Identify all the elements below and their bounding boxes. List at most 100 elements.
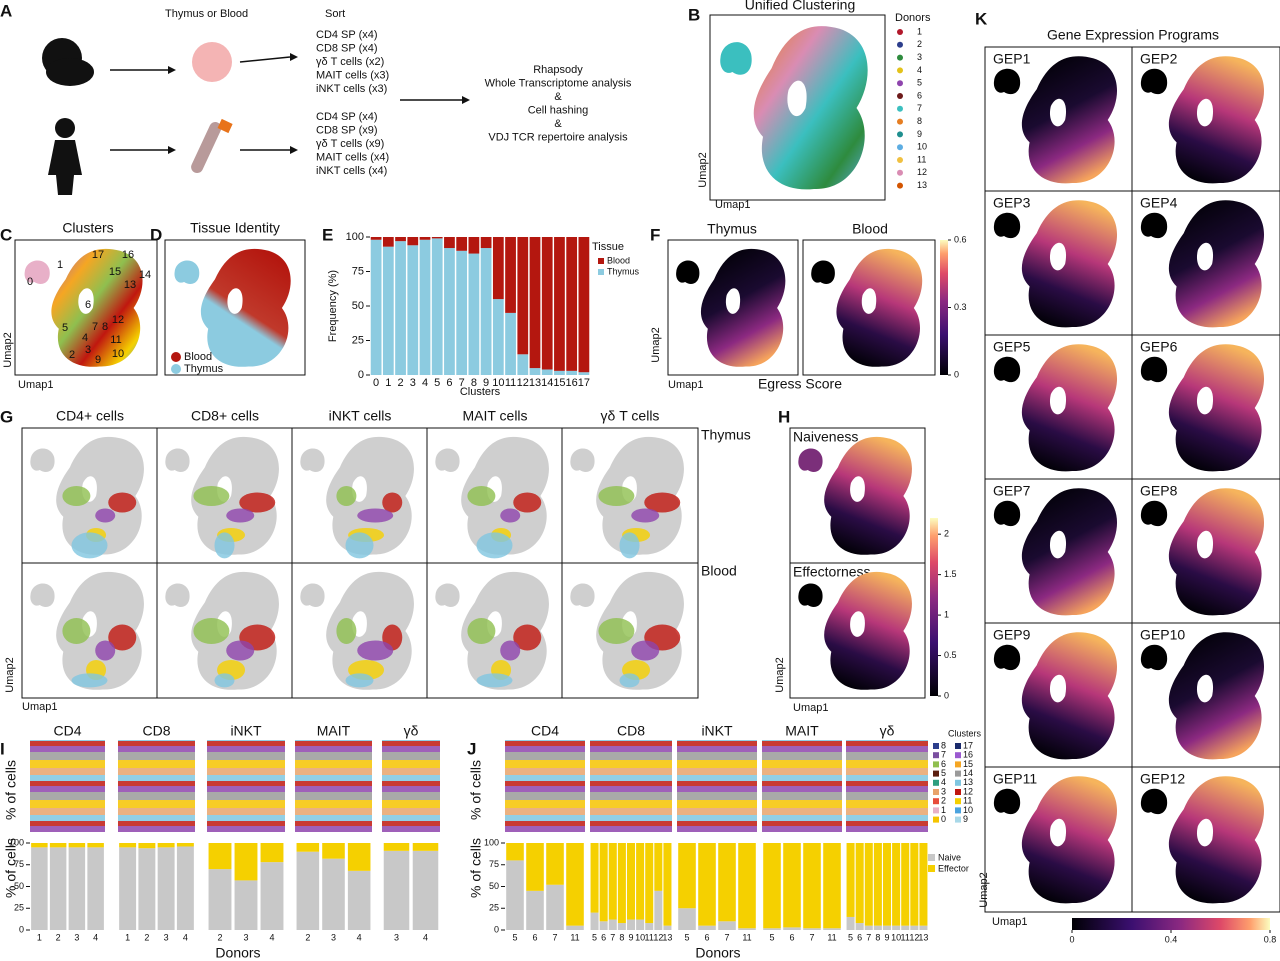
bar-segment	[157, 843, 175, 848]
label: γδ T cells (x9)	[316, 138, 384, 150]
label: 16	[963, 750, 973, 760]
umap-island	[570, 448, 595, 472]
bar-segment	[910, 843, 919, 926]
cell-cluster	[62, 486, 91, 506]
bar-segment	[260, 843, 284, 863]
cluster-composition	[382, 740, 440, 832]
label: 12	[112, 314, 124, 326]
bar-segment	[234, 843, 258, 881]
legend-swatch	[955, 789, 961, 795]
umap	[993, 776, 1118, 904]
umap	[1140, 200, 1265, 328]
label: 4	[357, 932, 362, 942]
cell-cluster	[62, 618, 91, 644]
label: Egress Score	[758, 376, 842, 392]
cell-cluster	[644, 492, 681, 513]
label: 1	[941, 805, 946, 815]
umap-body	[1021, 632, 1118, 760]
cluster-composition	[846, 740, 928, 832]
cell-cluster	[476, 673, 513, 688]
label: 2	[217, 932, 222, 942]
label: 9	[95, 354, 101, 366]
legend-dot	[897, 41, 903, 48]
label: 75	[14, 859, 24, 869]
label: CD8 SP (x4)	[316, 42, 378, 54]
label: 0	[358, 369, 364, 381]
label: 4	[917, 65, 922, 75]
axis-label: Umap2	[650, 327, 662, 362]
umap-island	[1140, 356, 1168, 383]
label: iNKT cells (x3)	[316, 83, 387, 95]
axis-label: Umap2	[697, 152, 709, 187]
label: Blood	[852, 221, 888, 237]
label: 13	[918, 932, 928, 942]
label: CD4+ cells	[56, 408, 124, 424]
bar-segment	[412, 843, 439, 851]
label: 2	[69, 349, 75, 361]
cell-cluster	[214, 673, 235, 688]
label: 6	[601, 932, 606, 942]
umap	[798, 436, 912, 555]
bar-segment	[546, 884, 564, 930]
label: Donors	[895, 12, 931, 24]
legend-swatch	[933, 743, 939, 749]
bar-segment	[382, 237, 394, 247]
bar-segment	[698, 843, 716, 926]
umap	[24, 248, 143, 367]
axis-label: Umap2	[4, 657, 16, 692]
label: Thymus	[707, 221, 757, 237]
umap	[1140, 488, 1265, 616]
umap-hole	[1196, 530, 1214, 559]
label: CD4 SP (x4)	[316, 29, 378, 41]
bar-segment	[855, 843, 864, 924]
label: 17	[963, 740, 973, 750]
label: Naive	[938, 852, 961, 862]
legend-dot	[171, 352, 181, 362]
label: H	[778, 407, 790, 426]
label: 6	[789, 932, 794, 942]
label: Whole Transcriptome analysis	[485, 77, 632, 89]
umap	[993, 56, 1118, 184]
cell-cluster	[619, 532, 640, 559]
label: 75	[352, 265, 364, 277]
bar-segment	[919, 843, 928, 926]
label: GEP3	[993, 195, 1031, 211]
umap-body	[1021, 776, 1118, 904]
umap	[993, 200, 1118, 328]
label: 9	[917, 129, 922, 139]
label: 9	[483, 377, 489, 389]
umap-body	[461, 436, 549, 555]
label: 12	[917, 167, 927, 177]
label: CD8	[142, 723, 170, 739]
cell-cluster	[598, 618, 635, 644]
bar-segment	[698, 925, 716, 930]
label: 0.5	[944, 650, 957, 660]
bar-segment	[31, 843, 48, 848]
bar-segment	[846, 916, 855, 930]
label: 5	[512, 932, 517, 942]
label: GEP9	[993, 627, 1031, 643]
label: 12	[963, 786, 973, 796]
bar-segment	[505, 312, 516, 375]
label: 4	[423, 932, 428, 942]
bar-segment	[554, 237, 565, 371]
bar-segment	[626, 843, 636, 920]
bar-segment	[87, 847, 104, 930]
bar-segment	[119, 847, 137, 930]
label: iNKT cells	[329, 408, 392, 424]
bar-segment	[419, 237, 431, 240]
label: GEP10	[1140, 627, 1185, 643]
cell-cluster	[214, 532, 235, 559]
label: 6	[446, 377, 452, 389]
umap	[1140, 632, 1265, 760]
legend-swatch	[933, 798, 939, 805]
label: 4	[93, 932, 98, 942]
label: 10	[963, 805, 973, 815]
bar-segment	[823, 928, 841, 930]
legend-swatch	[933, 752, 939, 759]
bar-segment	[654, 890, 663, 930]
bar-segment	[541, 237, 553, 370]
legend-swatch	[933, 789, 939, 795]
umap-island	[993, 212, 1021, 239]
